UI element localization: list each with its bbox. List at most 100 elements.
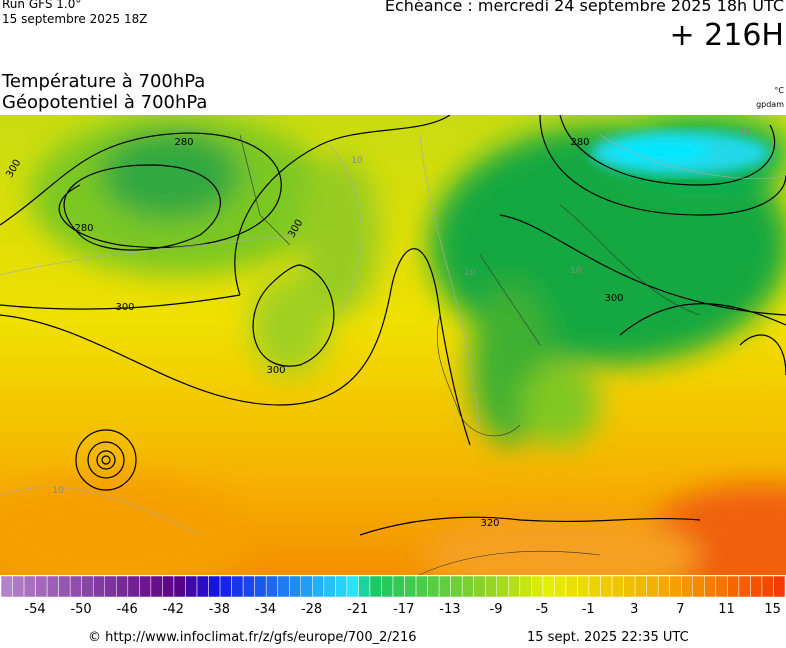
color-swatch — [23, 575, 36, 598]
color-swatch — [600, 575, 613, 598]
legend-tick-label: -21 — [347, 602, 368, 617]
contour-label: 10 — [52, 486, 64, 496]
color-swatch — [715, 575, 728, 598]
contour-label: 300 — [115, 302, 134, 313]
color-swatch — [750, 575, 763, 598]
color-swatch — [12, 575, 25, 598]
contour-label: 320 — [480, 518, 499, 529]
color-swatch — [173, 575, 186, 598]
color-swatch — [634, 575, 647, 598]
color-swatch — [81, 575, 94, 598]
title: Température à 700hPa — [2, 71, 206, 92]
legend-tick-label: -50 — [70, 602, 91, 617]
color-swatch — [727, 575, 740, 598]
contour-label: 280 — [174, 137, 193, 148]
lead-time: + 216H — [669, 18, 785, 53]
color-swatch — [323, 575, 336, 598]
color-swatch — [231, 575, 244, 598]
legend-tick-label: -5 — [536, 602, 549, 617]
color-swatch — [657, 575, 670, 598]
color-swatch — [35, 575, 48, 598]
color-swatch — [312, 575, 325, 598]
color-swatch — [404, 575, 417, 598]
contour-label: 300 — [266, 365, 285, 376]
color-swatch — [554, 575, 567, 598]
title: Géopotentiel à 700hPa — [2, 92, 208, 113]
source-url: © http://www.infoclimat.fr/z/gfs/europe/… — [88, 630, 417, 645]
legend-tick-label: -28 — [301, 602, 322, 617]
valid-time: Echéance : mercredi 24 septembre 2025 18… — [384, 0, 784, 15]
color-swatch — [773, 575, 786, 598]
color-swatch — [92, 575, 106, 598]
contour-label: 280 — [570, 137, 589, 148]
color-swatch — [346, 575, 359, 598]
color-swatch — [531, 575, 544, 598]
color-swatch — [104, 575, 117, 598]
color-swatch — [588, 575, 601, 598]
color-swatch — [369, 575, 382, 598]
color-swatch — [69, 575, 82, 598]
map: -54 -50 -46 -42 -38 -34 -28 -21 -17 -13 -9 -5 -1 3 7 11… — [0, 115, 786, 647]
color-swatch — [450, 575, 463, 598]
color-swatch — [519, 575, 532, 598]
color-swatch — [381, 575, 394, 598]
color-swatch — [704, 575, 717, 598]
run-date: 15 septembre 2025 18Z — [2, 12, 148, 26]
color-swatch — [185, 575, 198, 598]
contour-label: 280 — [74, 223, 93, 234]
color-swatch — [254, 575, 267, 598]
color-swatch — [150, 575, 163, 598]
color-swatch — [669, 575, 682, 598]
legend-tick-label: -34 — [255, 602, 276, 617]
color-swatch — [208, 575, 221, 598]
color-swatch — [473, 575, 486, 598]
color-swatch — [427, 575, 440, 598]
color-swatch — [496, 575, 509, 598]
legend-tick-label: -38 — [209, 602, 230, 617]
color-swatch — [127, 575, 140, 598]
contour-label: 300 — [604, 293, 623, 304]
legend-tick-label: -46 — [117, 602, 138, 617]
color-swatch — [300, 575, 313, 598]
color-swatch — [58, 575, 71, 598]
color-swatch — [242, 575, 255, 598]
color-swatch — [565, 575, 578, 598]
color-swatch — [438, 575, 451, 598]
timestamp: 15 sept. 2025 22:35 UTC — [527, 630, 689, 645]
legend-tick-label: -17 — [393, 602, 414, 617]
color-swatch — [277, 575, 290, 598]
run: Run GFS 1.0° — [2, 0, 82, 11]
legend-tick-label: 11 — [718, 602, 735, 617]
color-swatch — [219, 575, 232, 598]
color-swatch — [335, 575, 348, 598]
color-swatch — [139, 575, 152, 598]
legend-tick-label: -1 — [582, 602, 595, 617]
legend-tick-label: 15 — [764, 602, 781, 617]
color-swatch — [646, 575, 659, 598]
unit: °C — [774, 86, 784, 95]
color-swatch — [484, 575, 498, 598]
legend-tick-label: 3 — [630, 602, 638, 617]
color-swatch — [358, 575, 371, 598]
legend-tick-label: -54 — [24, 602, 45, 617]
color-swatch — [196, 575, 209, 598]
color-swatch — [46, 575, 59, 598]
color-swatch — [761, 575, 774, 598]
contour-label: 10 — [351, 156, 363, 166]
color-swatch — [680, 575, 694, 598]
color-swatch — [577, 575, 590, 598]
color-swatch — [265, 575, 278, 598]
color-swatch — [611, 575, 624, 598]
color-swatch — [623, 575, 636, 598]
unit: gpdam — [756, 100, 784, 109]
legend-tick-label: 7 — [676, 602, 684, 617]
color-swatch — [461, 575, 474, 598]
legend-tick-label: -9 — [490, 602, 503, 617]
color-swatch — [288, 575, 302, 598]
color-swatch — [116, 575, 129, 598]
contour-label: 10 — [570, 266, 582, 276]
contour-label: 10 — [739, 128, 751, 138]
color-swatch — [415, 575, 428, 598]
color-swatch — [738, 575, 751, 598]
